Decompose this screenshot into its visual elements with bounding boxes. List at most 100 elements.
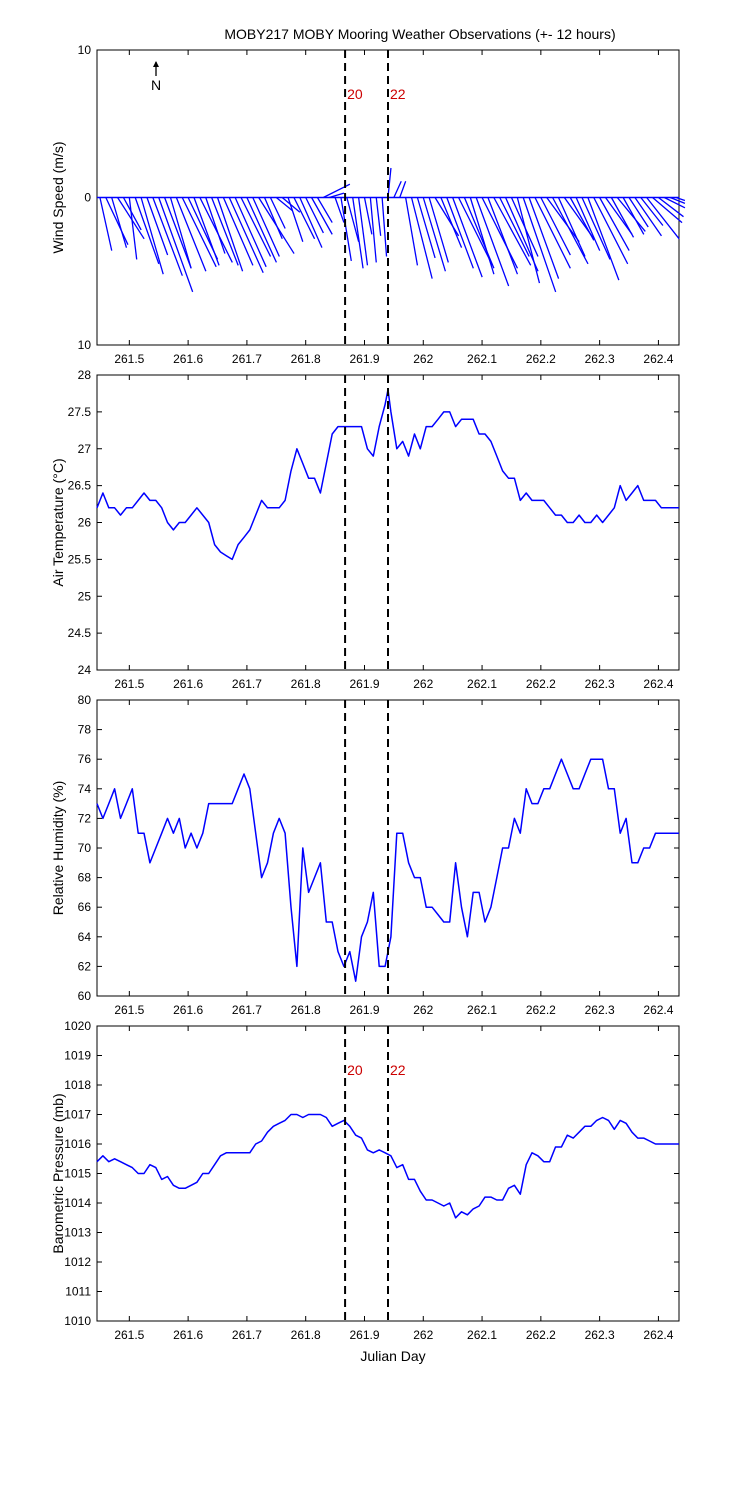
wind-stick	[628, 197, 649, 228]
wind-stick	[599, 197, 630, 251]
x-tick-label: 261.7	[232, 1003, 262, 1017]
wind-stick	[216, 197, 244, 272]
x-tick-label: 261.7	[232, 677, 262, 691]
chart-panels: 261.5 261.6 261.7 261.8 261.9 262 262.1 262.2 26…	[50, 43, 686, 1342]
wind-stick	[546, 197, 580, 243]
wind-stick	[610, 197, 635, 238]
wind-stick	[228, 197, 264, 273]
x-tick-label: 262.2	[526, 1003, 556, 1017]
wind-stick	[481, 197, 519, 269]
wind-stick	[105, 197, 129, 245]
wind-stick	[640, 197, 664, 226]
wind-stick	[381, 197, 388, 257]
wind-stick	[169, 197, 192, 269]
x-tick-label: 261.6	[173, 1003, 203, 1017]
y-tick-label: 74	[78, 782, 92, 796]
x-tick-label: 261.9	[349, 1003, 379, 1017]
wind-stick	[181, 197, 217, 268]
x-tick-label: 261.9	[349, 677, 379, 691]
wind-stick	[334, 197, 345, 223]
time-marker-label: 20	[347, 86, 363, 102]
wind-stick	[416, 197, 436, 259]
y-tick-label: 24.5	[68, 626, 92, 640]
wind-stick	[658, 196, 684, 218]
x-tick-label: 261.7	[232, 1328, 262, 1342]
y-tick-label: 26.5	[68, 479, 92, 493]
x-axis-label: Julian Day	[360, 1348, 425, 1364]
wind-stick	[240, 197, 272, 257]
time-marker-label: 20	[347, 1062, 363, 1078]
x-tick-label: 261.8	[291, 352, 321, 366]
x-tick-label: 261.6	[173, 1328, 203, 1342]
y-tick-label: 25	[78, 589, 92, 603]
y-axis-label: Wind Speed (m/s)	[50, 141, 66, 253]
wind-stick	[152, 197, 183, 276]
wind-stick	[499, 197, 530, 257]
wind-stick	[669, 196, 686, 205]
wind-stick	[475, 197, 510, 287]
wind-stick	[387, 167, 392, 198]
panel-3: 261.5 261.6 261.7 261.8 261.9 262 262.1 262.2 26…	[50, 693, 680, 1017]
wind-stick	[587, 197, 620, 281]
wind-stick	[634, 197, 662, 237]
y-tick-label: 68	[78, 871, 92, 885]
wind-stick	[622, 197, 645, 235]
wind-stick	[557, 197, 586, 257]
y-tick-label: 1018	[64, 1078, 91, 1092]
x-tick-label: 262.3	[585, 1328, 615, 1342]
wind-stick	[469, 197, 495, 275]
wind-stick	[493, 197, 532, 266]
y-tick-label: 60	[78, 989, 92, 1003]
wind-stick	[311, 197, 333, 235]
y-tick-label: 1019	[64, 1049, 91, 1063]
wind-stick	[128, 197, 138, 260]
time-marker-label: 22	[390, 86, 406, 102]
y-tick-label: 10	[78, 43, 92, 57]
wind-stick	[340, 197, 352, 262]
y-tick-label: 64	[78, 930, 92, 944]
x-tick-label: 262.4	[643, 352, 673, 366]
wind-stick	[299, 197, 323, 248]
wind-stick	[581, 197, 611, 260]
y-tick-label: 27	[78, 442, 92, 456]
y-tick-label: 0	[84, 191, 91, 205]
wind-stick	[293, 197, 316, 240]
wind-stick	[222, 197, 254, 266]
wind-stick	[269, 197, 286, 229]
wind-stick	[446, 197, 474, 269]
y-tick-label: 80	[78, 693, 92, 707]
wind-stick	[211, 197, 239, 266]
x-tick-label: 261.9	[349, 1328, 379, 1342]
wind-stick	[552, 197, 589, 265]
wind-stick	[575, 197, 601, 251]
wind-stick	[234, 197, 267, 268]
wind-stick	[410, 197, 433, 279]
x-tick-label: 261.6	[173, 677, 203, 691]
wind-stick	[316, 197, 333, 223]
wind-stick	[399, 181, 407, 198]
wind-stick	[487, 197, 519, 275]
data-line	[96, 1113, 679, 1219]
x-tick-label: 261.5	[114, 1328, 144, 1342]
wind-stick	[146, 197, 169, 256]
x-tick-label: 262	[413, 1003, 433, 1017]
y-axis-label: Barometric Pressure (mb)	[50, 1093, 66, 1253]
wind-stick	[246, 197, 278, 263]
x-tick-label: 262.1	[467, 1003, 497, 1017]
wind-stick	[393, 181, 402, 198]
y-tick-label: 1012	[64, 1255, 91, 1269]
x-tick-label: 261.6	[173, 352, 203, 366]
x-tick-label: 262.3	[585, 677, 615, 691]
x-tick-label: 262.3	[585, 1003, 615, 1017]
x-tick-label: 261.9	[349, 352, 379, 366]
wind-stick	[457, 197, 494, 266]
wind-stick	[604, 197, 633, 235]
y-axis-label: Relative Humidity (%)	[50, 781, 66, 916]
wind-stick	[664, 196, 686, 209]
x-tick-label: 262.2	[526, 677, 556, 691]
y-tick-label: 24	[78, 663, 92, 677]
x-tick-label: 261.8	[291, 1328, 321, 1342]
wind-stick	[357, 197, 369, 266]
x-tick-label: 261.7	[232, 352, 262, 366]
